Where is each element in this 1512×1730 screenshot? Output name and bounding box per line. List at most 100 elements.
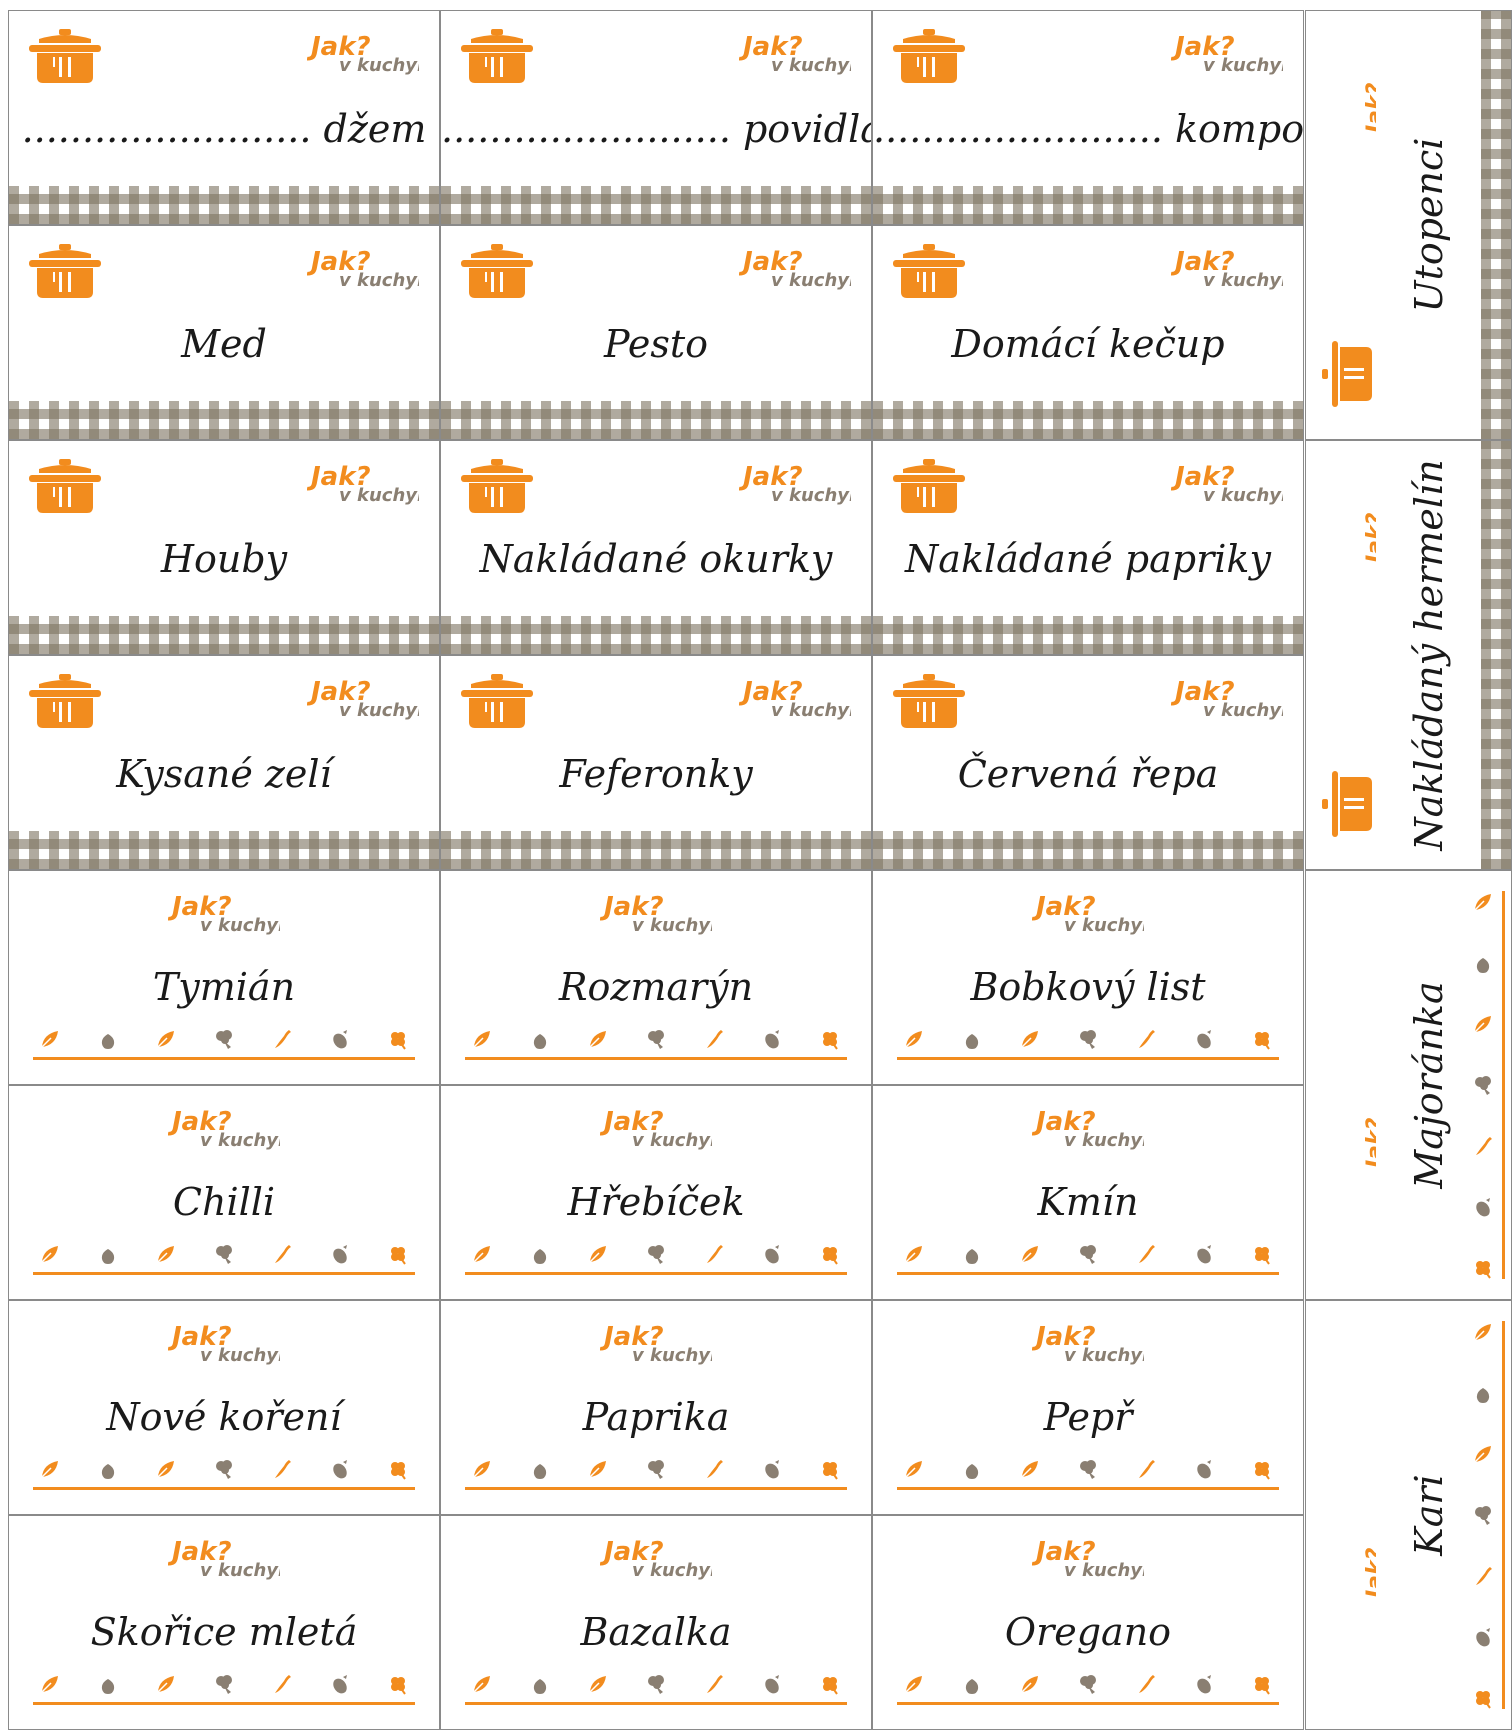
brand-line1: Jak? (168, 1322, 232, 1352)
garlic-icon (101, 1245, 115, 1264)
chili-icon (275, 1675, 291, 1693)
brand-line1: Jak? (739, 32, 803, 62)
leaf-icon (905, 1461, 922, 1478)
chili-icon (275, 1245, 291, 1263)
spice-label[interactable]: Jak? v kuchyni Tymián (8, 870, 440, 1085)
side-label-jar[interactable]: Jak? v kuchyni Nakládaný hermelín (1305, 440, 1512, 870)
jar-label[interactable]: Jak? v kuchyni Pesto (440, 225, 872, 440)
label-name: Majoránka (1407, 981, 1451, 1189)
brand-logo: Jak? v kuchyni (168, 1322, 280, 1366)
brand-line1: Jak? (307, 247, 371, 277)
chili-icon (275, 1030, 291, 1048)
spice-label[interactable]: Jak? v kuchyni Paprika (440, 1300, 872, 1515)
brand-line1: Jak? (1032, 1322, 1096, 1352)
spice-label[interactable]: Jak? v kuchyni Nové koření (8, 1300, 440, 1515)
clover-icon (1255, 1247, 1270, 1265)
jar-label[interactable]: Jak? v kuchyni Feferonky (440, 655, 872, 870)
brand-line1: Jak? (600, 892, 664, 922)
orange-rule (465, 1487, 847, 1490)
spice-label[interactable]: Jak? v kuchyni Rozmarýn (440, 870, 872, 1085)
garlic-icon (965, 1030, 979, 1049)
gingham-band (441, 186, 871, 224)
jar-label[interactable]: Jak? v kuchyni Domácí kečup (872, 225, 1304, 440)
label-name: Rozmarýn (558, 965, 754, 1009)
clover-icon (391, 1677, 406, 1695)
jar-label[interactable]: Jak? v kuchyni Kysané zelí (8, 655, 440, 870)
label-name: Houby (160, 537, 288, 581)
leaf-icon (905, 1246, 922, 1263)
leaf-icon (1021, 1246, 1038, 1263)
spice-label[interactable]: Jak? v kuchyni Bobkový list (872, 870, 1304, 1085)
broccoli-icon (1475, 1506, 1491, 1525)
side-label-spice[interactable]: Jak? v kuchyni Kari (1305, 1300, 1512, 1730)
chili-icon (275, 1460, 291, 1478)
jar-label[interactable]: Jak? v kuchyni ........................ … (872, 10, 1304, 225)
spice-label[interactable]: Jak? v kuchyni Chilli (8, 1085, 440, 1300)
brand-line1: Jak? (168, 1107, 232, 1137)
jar-label[interactable]: Jak? v kuchyni Houby (8, 440, 440, 655)
spice-label[interactable]: Jak? v kuchyni Oregano (872, 1515, 1304, 1730)
jar-label[interactable]: Jak? v kuchyni Nakládané okurky (440, 440, 872, 655)
jar-label[interactable]: Jak? v kuchyni Med (8, 225, 440, 440)
brand-logo: Jak? v kuchyni (1171, 32, 1283, 76)
label-name: Nakládané okurky (479, 537, 833, 581)
jar-label[interactable]: Jak? v kuchyni ........................ … (8, 10, 440, 225)
orange-rule (465, 1272, 847, 1275)
brand-line1: Jak? (1032, 1537, 1096, 1567)
broccoli-icon (216, 1030, 232, 1049)
jar-label[interactable]: Jak? v kuchyni Červená řepa (872, 655, 1304, 870)
spice-label[interactable]: Jak? v kuchyni Pepř (872, 1300, 1304, 1515)
brand-logo: Jak? v kuchyni (1171, 247, 1283, 291)
garlic-icon (965, 1245, 979, 1264)
brand-logo: Jak? v kuchyni (600, 1537, 712, 1581)
cooking-pot-icon (29, 459, 101, 513)
eggplant-icon (765, 1460, 779, 1479)
spice-label[interactable]: Jak? v kuchyni Hřebíček (440, 1085, 872, 1300)
cooking-pot-icon (461, 29, 533, 83)
brand-logo: Jak? v kuchyni (307, 677, 419, 721)
clover-icon (391, 1247, 406, 1265)
label-name: Kari (1407, 1474, 1451, 1556)
brand-line2: v kuchyni (200, 1345, 280, 1366)
chili-icon (1476, 1567, 1492, 1585)
broccoli-icon (1080, 1030, 1096, 1049)
brand-line2: v kuchyni (1064, 1560, 1144, 1581)
brand-logo: Jak? v kuchyni (1032, 1107, 1144, 1151)
brand-logo: Jak? v kuchyni (1032, 892, 1144, 936)
jar-label[interactable]: Jak? v kuchyni ........................ … (440, 10, 872, 225)
side-label-jar[interactable]: Jak? v kuchyni Utopenci (1305, 10, 1512, 440)
spice-label[interactable]: Jak? v kuchyni Skořice mletá (8, 1515, 440, 1730)
eggplant-icon (1197, 1245, 1211, 1264)
garlic-icon (533, 1460, 547, 1479)
broccoli-icon (1080, 1675, 1096, 1694)
broccoli-icon (648, 1030, 664, 1049)
vegetable-border (897, 1671, 1279, 1705)
leaf-icon (157, 1031, 174, 1048)
spice-label[interactable]: Jak? v kuchyni Bazalka (440, 1515, 872, 1730)
brand-line1: Jak? (1171, 32, 1235, 62)
spice-label[interactable]: Jak? v kuchyni Kmín (872, 1085, 1304, 1300)
leaf-icon (473, 1246, 490, 1263)
brand-logo: Jak? v kuchyni (739, 677, 851, 721)
leaf-icon (1021, 1676, 1038, 1693)
vegetable-border (897, 1456, 1279, 1490)
label-sheet: Jak? v kuchyni ........................ … (8, 10, 1512, 1730)
gingham-band (9, 616, 439, 654)
jar-label[interactable]: Jak? v kuchyni Nakládané papriky (872, 440, 1304, 655)
vegetable-border (33, 1026, 415, 1060)
chili-icon (1139, 1460, 1155, 1478)
brand-line2: v kuchyni (1064, 915, 1144, 936)
clover-icon (823, 1462, 838, 1480)
brand-logo: Jak? v kuchyni (168, 892, 280, 936)
side-label-spice[interactable]: Jak? v kuchyni Majoránka (1305, 870, 1512, 1300)
vegetable-border (897, 1026, 1279, 1060)
clover-icon (1255, 1032, 1270, 1050)
leaf-icon (157, 1246, 174, 1263)
broccoli-icon (648, 1245, 664, 1264)
label-name: ........................ povidla (441, 107, 872, 151)
gingham-band (873, 616, 1303, 654)
brand-line1: Jak? (739, 247, 803, 277)
clover-icon (823, 1677, 838, 1695)
label-name: Nové koření (106, 1395, 342, 1439)
label-name: Med (181, 322, 267, 366)
